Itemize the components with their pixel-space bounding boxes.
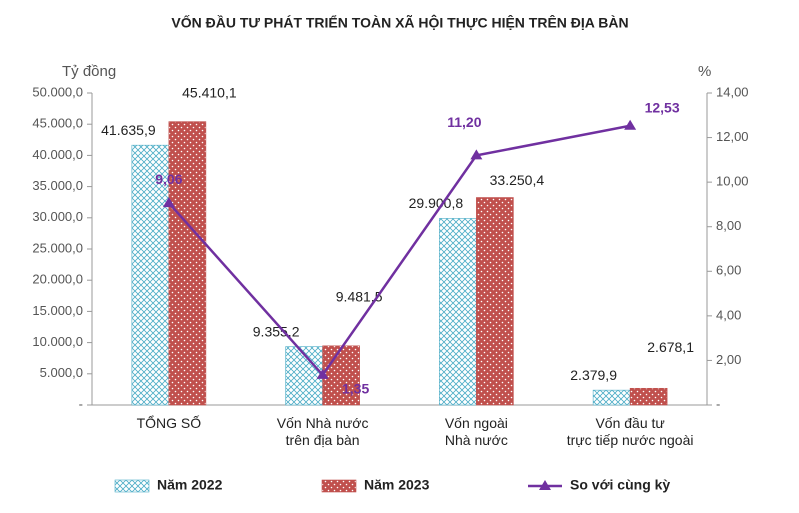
bar (285, 346, 323, 406)
y2-tick-label: - (716, 396, 720, 411)
data-label: 29.900,8 (409, 195, 464, 211)
x-tick-label: Vốn Nhà nước trên địa bàn (276, 415, 369, 448)
y2-tick-label: 10,00 (716, 174, 749, 189)
line-label: 9,06 (155, 171, 182, 187)
data-label: 2.678,1 (647, 339, 694, 355)
data-label: 41.635,9 (101, 122, 156, 138)
line-label: 1,35 (342, 381, 369, 397)
data-label: 9.355,2 (253, 323, 300, 339)
legend-label: So với cùng kỳ (570, 477, 670, 493)
y-tick-label: - (79, 396, 83, 411)
y2-tick-label: 8,00 (716, 218, 741, 233)
line-marker (624, 119, 637, 130)
legend-label: Năm 2022 (157, 477, 223, 493)
data-label: 2.379,9 (570, 367, 617, 383)
y-tick-label: 35.000,0 (32, 178, 83, 193)
x-tick-label: Vốn ngoài Nhà nước (444, 415, 508, 448)
data-label: 45.410,1 (182, 84, 237, 100)
bar (439, 218, 477, 406)
legend-label: Năm 2023 (364, 477, 430, 493)
y-axis-label: Tỷ đồng (62, 63, 116, 80)
y2-axis-label: % (698, 63, 711, 80)
y2-tick-label: 12,00 (716, 129, 749, 144)
y-tick-label: 40.000,0 (32, 147, 83, 162)
y-tick-label: 30.000,0 (32, 209, 83, 224)
bar (629, 387, 668, 406)
x-tick-label: TỔNG SỐ (136, 415, 202, 431)
line-marker (316, 368, 329, 379)
chart-title: VỐN ĐẦU TƯ PHÁT TRIỂN TOÀN XÃ HỘI THỰC H… (171, 14, 628, 31)
y-tick-label: 5.000,0 (40, 365, 83, 380)
y2-tick-label: 6,00 (716, 263, 741, 278)
y-tick-label: 25.000,0 (32, 240, 83, 255)
y-tick-label: 50.000,0 (32, 84, 83, 99)
bar (592, 389, 631, 406)
y-tick-label: 10.000,0 (32, 334, 83, 349)
y-tick-label: 15.000,0 (32, 303, 83, 318)
y2-tick-label: 14,00 (716, 84, 749, 99)
line-label: 11,20 (447, 114, 481, 130)
x-tick-label: Vốn đầu tư trực tiếp nước ngoài (566, 415, 694, 448)
y2-tick-label: 4,00 (716, 307, 741, 322)
legend-swatch (321, 479, 357, 493)
data-label: 9.481,5 (336, 289, 383, 305)
legend-marker (539, 480, 551, 490)
line-marker (162, 197, 175, 208)
bar (476, 197, 514, 406)
y-tick-label: 45.000,0 (32, 116, 83, 131)
line-marker (470, 149, 483, 160)
bar (168, 121, 207, 406)
bar (131, 144, 170, 406)
bar (322, 345, 360, 406)
y-tick-label: 20.000,0 (32, 272, 83, 287)
y2-tick-label: 2,00 (716, 352, 741, 367)
line-label: 12,53 (645, 99, 680, 115)
data-label: 33.250,4 (490, 172, 545, 188)
legend-swatch (114, 479, 150, 493)
line (167, 124, 631, 377)
